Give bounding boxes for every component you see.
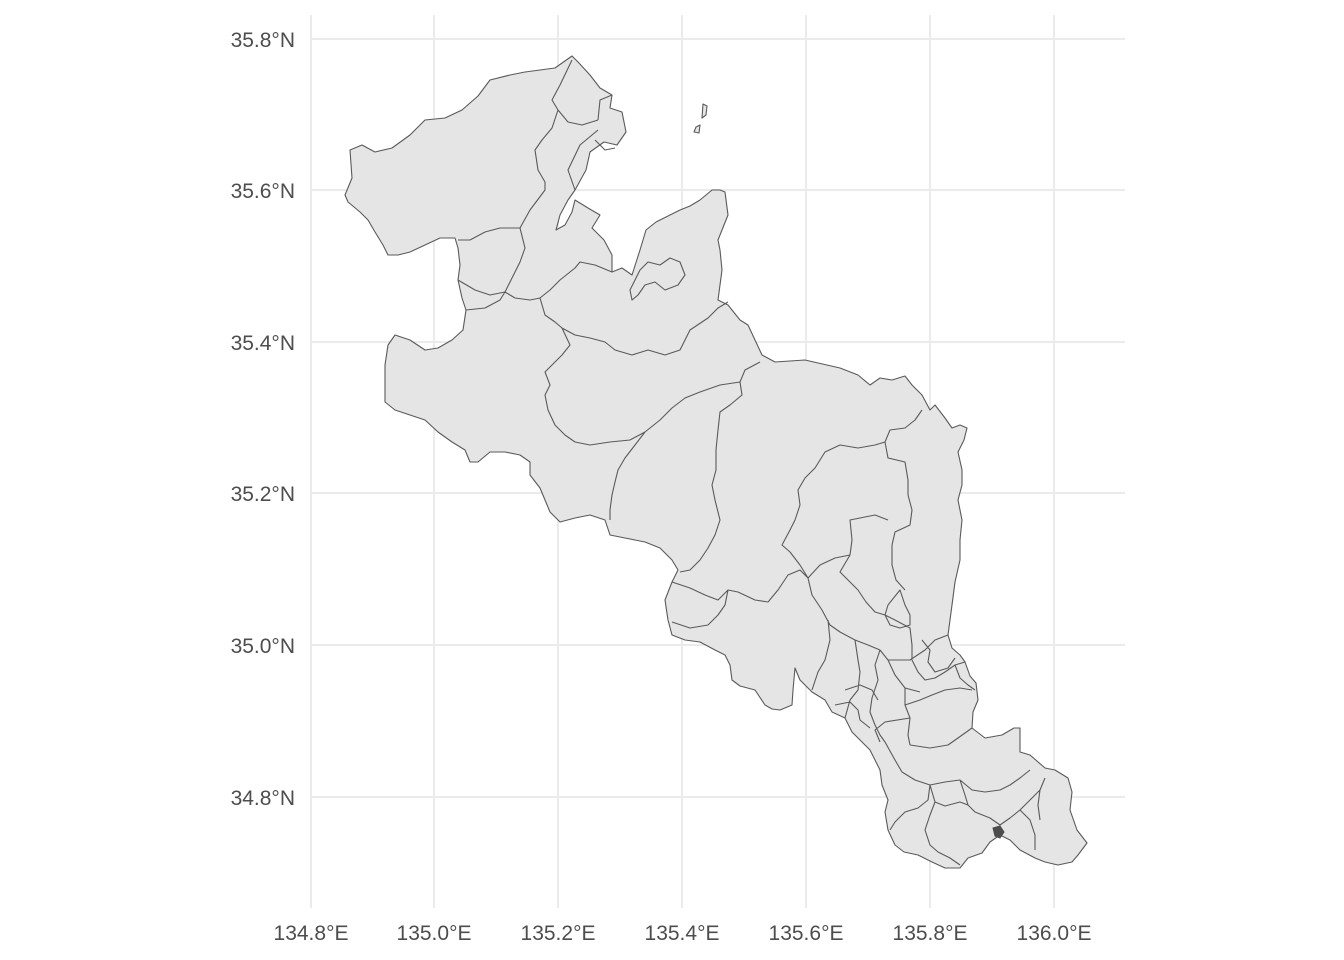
x-tick-label: 135.0°E (397, 922, 472, 945)
y-tick-label: 35.8°N (231, 29, 295, 52)
small-dark-region (992, 825, 1005, 839)
y-axis-labels: 35.8°N 35.6°N 35.4°N 35.2°N 35.0°N 34.8°… (231, 29, 295, 810)
x-axis-labels: 134.8°E 135.0°E 135.2°E 135.4°E 135.6°E … (274, 922, 1092, 945)
y-tick-label: 35.6°N (231, 180, 295, 203)
x-tick-label: 135.6°E (769, 922, 844, 945)
x-tick-label: 135.8°E (893, 922, 968, 945)
bay-outline (629, 257, 686, 301)
island-north (701, 103, 708, 119)
municipal-borders (457, 59, 1046, 866)
x-tick-label: 134.8°E (274, 922, 349, 945)
y-tick-label: 35.0°N (231, 635, 295, 658)
y-tick-label: 34.8°N (231, 787, 295, 810)
x-tick-label: 135.2°E (521, 922, 596, 945)
island-small (693, 124, 701, 134)
x-tick-label: 135.4°E (645, 922, 720, 945)
y-tick-label: 35.2°N (231, 483, 295, 506)
x-tick-label: 136.0°E (1017, 922, 1092, 945)
y-tick-label: 35.4°N (231, 332, 295, 355)
prefecture-shape (344, 55, 1088, 869)
